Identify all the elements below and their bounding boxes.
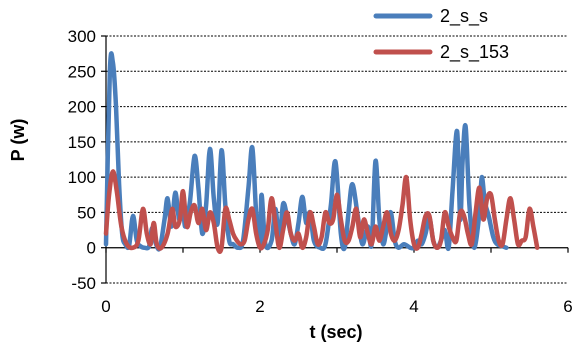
series-lines xyxy=(103,51,540,254)
y-axis-label: P (w) xyxy=(8,119,28,162)
y-tick-label-6: 250 xyxy=(68,62,96,81)
tick-labels: -50 0 50 100 150 200 250 300 0 2 4 6 xyxy=(68,27,572,316)
series-line-1 xyxy=(103,169,540,254)
y-tick-label-3: 100 xyxy=(68,168,96,187)
x-tick-label-3: 6 xyxy=(563,297,572,316)
x-axis-label: t (sec) xyxy=(309,322,362,342)
y-tick-label-4: 150 xyxy=(68,133,96,152)
x-tick-label-1: 2 xyxy=(255,297,264,316)
y-tick-label-7: 300 xyxy=(68,27,96,46)
legend-label-1: 2_s_153 xyxy=(440,42,509,63)
y-tick-label-5: 200 xyxy=(68,98,96,117)
legend: 2_s_s 2_s_153 xyxy=(373,6,509,63)
y-tick-label-2: 50 xyxy=(77,203,96,222)
legend-label-0: 2_s_s xyxy=(440,6,488,27)
y-tick-label-0: -50 xyxy=(71,274,96,293)
x-tick-label-2: 4 xyxy=(409,297,418,316)
y-tick-label-1: 0 xyxy=(87,239,96,258)
x-tick-label-0: 0 xyxy=(101,297,110,316)
